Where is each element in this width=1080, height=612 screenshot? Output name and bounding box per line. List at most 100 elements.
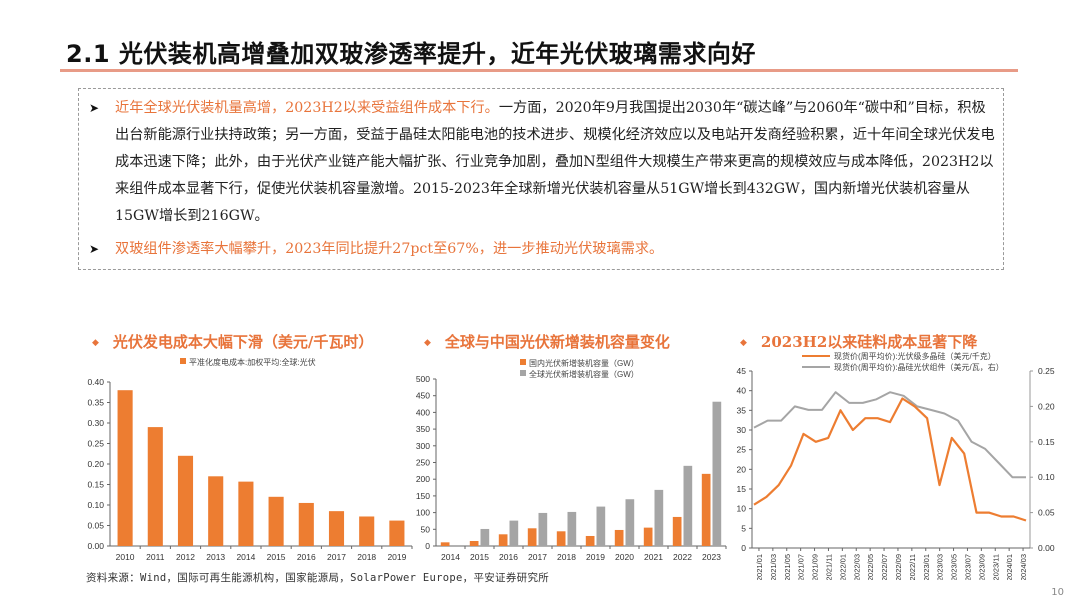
svg-text:30: 30 (737, 425, 747, 435)
page-number: 10 (1051, 587, 1064, 598)
bar (701, 473, 711, 546)
diamond-bullet-icon: ◆ (92, 338, 99, 348)
svg-text:15: 15 (737, 484, 747, 494)
x-tick-label: 2022 (673, 552, 692, 562)
chart-polysilicon-price: 现货价(周平均价):光伏级多晶硅（美元/千克）现货价(周平均价):晶硅光伏组件（… (737, 351, 1055, 580)
x-tick-label: 2014 (441, 552, 460, 562)
bar (469, 540, 479, 546)
bar (268, 496, 284, 546)
x-tick-label: 2017 (327, 552, 346, 562)
x-tick-label: 2022/09 (894, 554, 903, 580)
svg-text:50: 50 (421, 524, 431, 534)
x-tick-label: 2019 (387, 552, 406, 562)
svg-text:0: 0 (741, 543, 746, 553)
bar (440, 542, 450, 546)
x-tick-label: 2015 (470, 552, 489, 562)
arrowhead-bullet-icon: ➤ (89, 101, 100, 115)
svg-text:200: 200 (416, 474, 430, 484)
svg-text:0.05: 0.05 (87, 521, 104, 531)
paragraph-text: 一方面，2020年9月我国提出2030年“碳达峰”与2060年“碳中和”目标，积… (115, 100, 995, 224)
svg-text:400: 400 (416, 407, 430, 417)
svg-text:0.25: 0.25 (1038, 366, 1055, 376)
legend-swatch (520, 359, 526, 365)
bar (480, 528, 490, 546)
bar (117, 390, 133, 546)
svg-text:0.25: 0.25 (87, 439, 104, 449)
series-line (753, 391, 1026, 479)
paragraph-highlight: 近年全球光伏装机量高增，2023H2以来受益组件成本下行。 (115, 100, 499, 116)
x-tick-label: 2016 (499, 552, 518, 562)
x-tick-label: 2010 (116, 552, 135, 562)
svg-text:300: 300 (416, 441, 430, 451)
svg-text:0.15: 0.15 (1038, 437, 1055, 447)
x-tick-label: 2019 (586, 552, 605, 562)
svg-text:0.05: 0.05 (1038, 508, 1055, 518)
svg-text:0.40: 0.40 (87, 377, 104, 387)
summary-paragraph-2: ➤ 双玻组件渗透率大幅攀升，2023年同比提升27pct至67%，进一步推动光伏… (89, 236, 995, 263)
paragraph-highlight: 双玻组件渗透率大幅攀升，2023年同比提升27pct至67%，进一步推动光伏玻璃… (115, 241, 664, 257)
svg-text:0.10: 0.10 (87, 500, 104, 510)
x-tick-label: 2022/01 (838, 554, 847, 580)
bar (509, 520, 519, 546)
legend-label: 现货价(周平均价):光伏级多晶硅（美元/千克） (834, 351, 996, 361)
bar (556, 531, 566, 546)
svg-text:0: 0 (425, 541, 430, 551)
legend-swatch (520, 370, 526, 376)
bar (596, 506, 606, 546)
bar (527, 528, 537, 546)
svg-text:35: 35 (737, 405, 747, 415)
svg-text:40: 40 (737, 386, 747, 396)
svg-text:0.30: 0.30 (87, 418, 104, 428)
x-tick-label: 2022/05 (866, 554, 875, 580)
x-tick-label: 2023/01 (922, 554, 931, 580)
svg-text:25: 25 (737, 445, 747, 455)
bar (389, 520, 405, 546)
x-tick-label: 2021/07 (797, 554, 806, 580)
x-tick-label: 2020 (615, 552, 634, 562)
x-tick-label: 2023/05 (950, 554, 959, 580)
svg-text:0.00: 0.00 (1038, 543, 1055, 553)
diamond-bullet-icon: ◆ (740, 338, 747, 348)
x-tick-label: 2015 (267, 552, 286, 562)
chart-pv-installations: 国内光伏新增装机容量（GW）全球光伏新增装机容量（GW） 0 50 100 150 200… (416, 358, 727, 562)
bar (177, 455, 194, 546)
x-tick-label: 2021/01 (755, 554, 764, 580)
bar (147, 427, 163, 546)
x-tick-label: 2023/07 (963, 554, 972, 580)
chart1-title: ◆ 光伏发电成本大幅下滑（美元/千瓦时） (92, 333, 374, 351)
arrowhead-bullet-icon: ➤ (89, 242, 100, 256)
svg-text:0.00: 0.00 (87, 541, 104, 551)
svg-text:450: 450 (416, 391, 430, 401)
x-tick-label: 2021/11 (824, 554, 833, 580)
svg-text:0.15: 0.15 (87, 480, 104, 490)
bar (672, 516, 682, 546)
bar (359, 516, 375, 546)
svg-text:0.35: 0.35 (87, 398, 104, 408)
bar (654, 489, 664, 546)
svg-text:100: 100 (416, 508, 430, 518)
x-tick-label: 2023 (702, 552, 721, 562)
x-tick-label: 2021/03 (769, 554, 778, 580)
x-tick-label: 2018 (557, 552, 576, 562)
bar (328, 511, 345, 546)
x-tick-label: 2014 (236, 552, 255, 562)
svg-text:10: 10 (737, 504, 747, 514)
x-tick-label: 2012 (176, 552, 195, 562)
bar (538, 512, 548, 546)
summary-paragraph-1: ➤ 近年全球光伏装机量高增，2023H2以来受益组件成本下行。一方面，2020年… (89, 95, 995, 230)
x-tick-label: 2016 (297, 552, 316, 562)
chart2-title: ◆ 全球与中国光伏新增装机容量变化 (424, 333, 670, 351)
bar (498, 534, 508, 546)
bar (643, 527, 653, 546)
svg-text:500: 500 (416, 374, 430, 384)
x-tick-label: 2018 (357, 552, 376, 562)
svg-text:20: 20 (737, 464, 747, 474)
x-tick-label: 2021/05 (783, 554, 792, 580)
title-divider (60, 69, 1018, 72)
x-tick-label: 2022/03 (852, 554, 861, 580)
bar (625, 499, 635, 546)
x-tick-label: 2022/11 (908, 554, 917, 580)
series-line (753, 397, 1027, 522)
bar (712, 401, 722, 546)
svg-text:0.20: 0.20 (87, 459, 104, 469)
